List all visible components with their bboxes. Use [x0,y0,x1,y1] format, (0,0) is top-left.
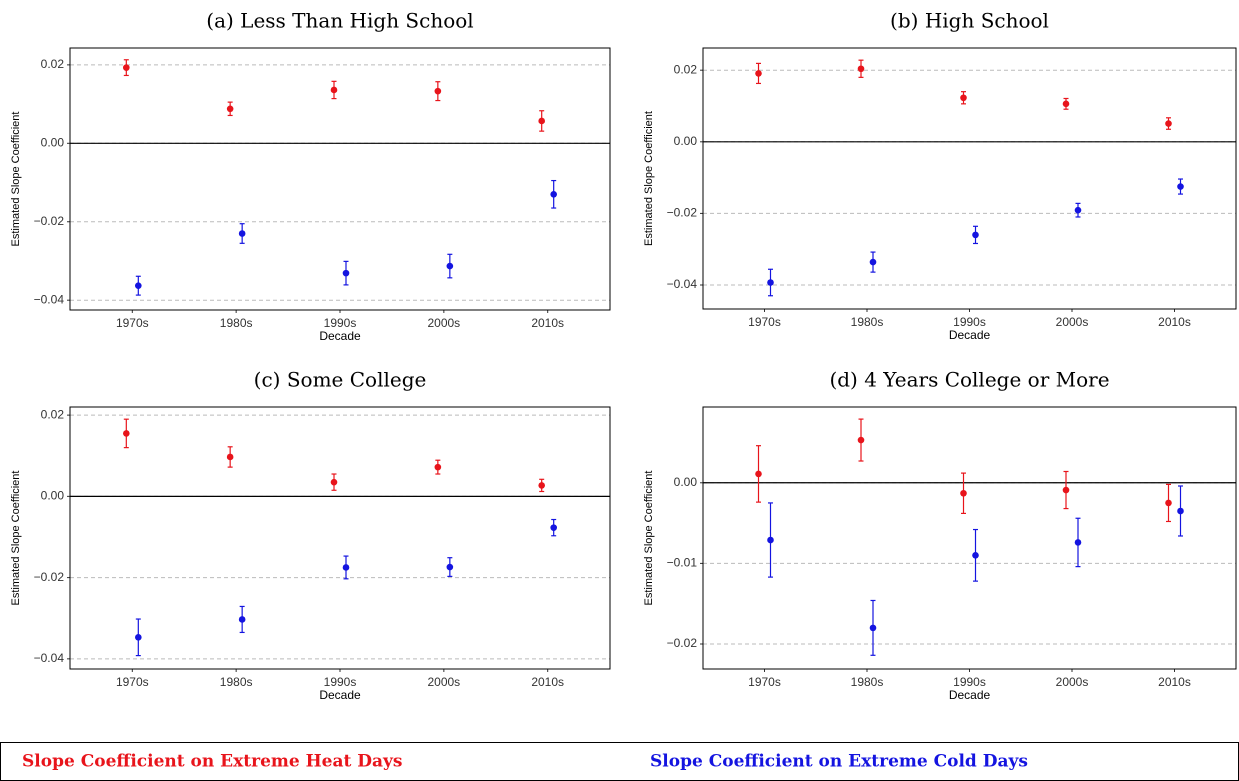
point [869,624,877,632]
point [1062,486,1070,494]
x-tick-label: 2010s [1158,315,1191,329]
x-tick-label: 1980s [220,316,253,330]
plot-frame [702,47,1237,310]
x-tick-label: 1990s [953,315,986,329]
x-tick-label: 1970s [116,316,149,330]
point [226,105,234,113]
point [538,482,545,489]
y-tick-label: 0.00 [674,475,698,489]
y-tick-label: −0.04 [34,292,65,306]
point [330,478,338,486]
point [135,634,142,641]
y-tick-label: 0.00 [41,135,65,149]
x-axis-label: Decade [949,688,991,702]
x-tick-label: 2000s [1056,315,1089,329]
y-tick-label: 0.02 [674,62,698,76]
y-tick-label: 0.00 [41,489,65,503]
point [1177,507,1184,515]
chart-title: (d) 4 Years College or More [829,368,1109,392]
y-axis-label: Estimated Slope Coefficient [643,471,655,606]
x-tick-label: 2010s [531,675,564,689]
y-tick-label: 0.00 [674,134,698,148]
plot-frame [69,47,611,311]
point [1062,100,1070,108]
y-axis-label: Estimated Slope Coefficient [10,112,22,247]
point [238,230,246,237]
plot-frame [69,406,611,670]
chart-title: (c) Some College [254,368,427,392]
point [972,231,979,239]
x-axis-label: Decade [319,688,361,702]
y-axis-label: Estimated Slope Coefficient [643,111,655,246]
x-tick-label: 1990s [953,675,986,689]
x-tick-label: 1980s [851,315,884,329]
point [446,262,454,270]
x-tick-label: 2000s [1056,675,1089,689]
x-tick-label: 1990s [324,316,357,330]
point [755,70,762,77]
x-axis-label: Decade [319,329,361,343]
point [550,524,557,531]
chart-title: (a) Less Than High School [206,9,473,33]
x-tick-label: 2000s [427,675,460,689]
point [123,430,130,437]
legend-entry: Slope Coefficient on Extreme Heat Days [22,752,402,772]
point [755,470,762,478]
point [446,563,454,571]
legend-entry: Slope Coefficient on Extreme Cold Days [650,752,1028,772]
x-axis-label: Decade [949,328,991,342]
y-tick-label: 0.02 [41,57,65,71]
point [238,616,246,623]
chart-title: (b) High School [890,9,1049,33]
point [869,258,877,266]
point [123,64,130,71]
point [226,453,234,461]
y-tick-label: −0.02 [667,206,698,220]
point [857,436,865,444]
y-tick-label: 0.02 [41,407,65,421]
x-tick-label: 1980s [851,675,884,689]
y-tick-label: −0.02 [34,570,65,584]
point [960,94,967,102]
point [767,279,774,286]
point [135,282,142,289]
x-tick-label: 1990s [324,675,357,689]
x-tick-label: 2010s [1158,675,1191,689]
point [960,489,967,497]
point [1177,183,1184,190]
point [330,86,338,94]
point [767,536,774,544]
point [1074,206,1082,214]
x-tick-label: 1980s [220,675,253,689]
y-tick-label: −0.01 [667,556,698,570]
x-tick-label: 2010s [531,316,564,330]
x-tick-label: 2000s [427,316,460,330]
point [550,190,557,198]
y-tick-label: −0.04 [34,651,65,665]
point [434,463,442,471]
y-tick-label: −0.02 [667,636,698,650]
point [1165,499,1172,507]
y-axis-label: Estimated Slope Coefficient [10,471,22,606]
point [972,552,979,559]
point [857,65,865,73]
y-tick-label: −0.04 [667,277,698,291]
y-tick-label: −0.02 [34,214,65,228]
point [1165,120,1172,127]
x-tick-label: 1970s [748,315,781,329]
x-tick-label: 1970s [748,675,781,689]
point [342,269,350,277]
point [342,564,350,571]
point [538,117,545,125]
plot-frame [702,406,1237,670]
point [1074,539,1082,546]
x-tick-label: 1970s [116,675,149,689]
point [434,87,442,95]
